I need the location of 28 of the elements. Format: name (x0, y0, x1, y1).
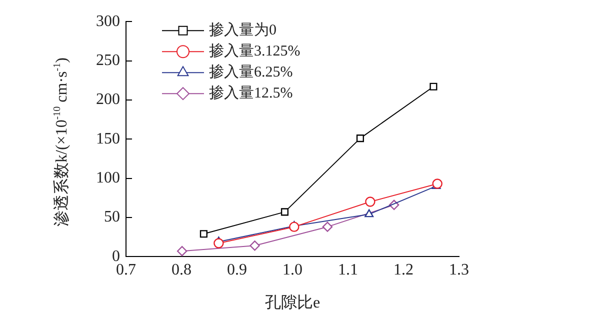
x-tick-label: 0.8 (172, 261, 192, 278)
point (430, 82, 438, 90)
y-tick-label: 200 (96, 91, 120, 108)
point (365, 196, 376, 207)
point (356, 134, 364, 142)
point (280, 208, 289, 216)
legend-label: 掺入量6.25% (209, 64, 293, 81)
point (289, 222, 300, 232)
y-tick-label: 300 (96, 12, 120, 30)
x-axis-title: 孔隙比e (264, 294, 320, 312)
y-tick-label: 100 (96, 169, 120, 186)
point (176, 246, 188, 256)
x-tick-label: 1.0 (282, 261, 302, 278)
x-tick-label: 0.9 (227, 261, 247, 278)
point (214, 238, 224, 248)
point (364, 209, 374, 218)
y-tick-label: 50 (104, 208, 120, 226)
point (200, 230, 208, 238)
legend-label: 掺入量3.125% (209, 42, 300, 60)
x-tick-label: 1.1 (338, 261, 358, 278)
legend-label: 掺入量为0 (209, 22, 276, 39)
y-tick-label: 250 (96, 52, 120, 69)
x-tick-label: 1.3 (449, 261, 469, 278)
x-tick-label: 1.2 (394, 261, 414, 278)
legend-label: 掺入量12.5% (209, 84, 293, 102)
point (322, 222, 333, 232)
y-tick-label: 150 (96, 130, 120, 148)
point (250, 240, 260, 251)
